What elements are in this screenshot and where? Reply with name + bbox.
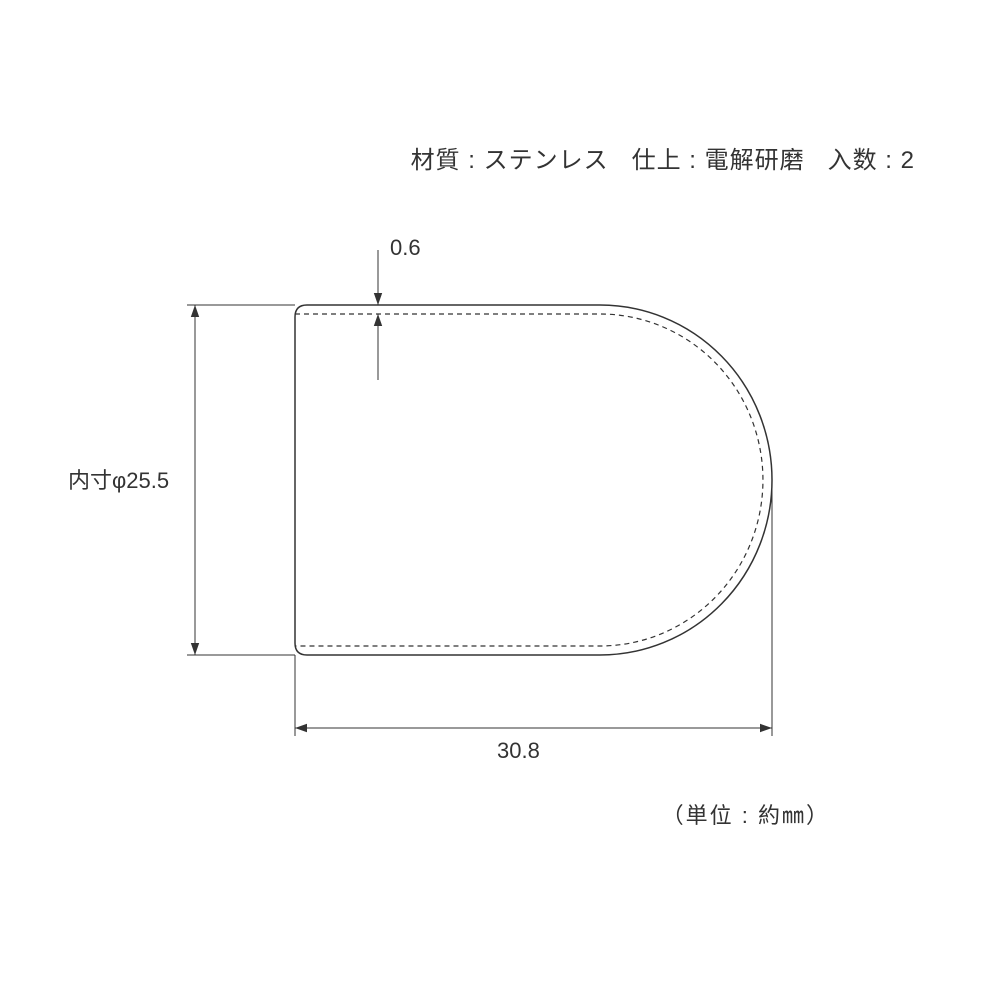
technical-drawing: 内寸φ25.5 30.8 0.6 — [0, 0, 1000, 1000]
unit-note: （単位 : 約㎜） — [662, 798, 830, 830]
inner-diameter-label: 内寸φ25.5 — [68, 468, 169, 493]
length-label: 30.8 — [497, 738, 540, 763]
part-outline — [295, 305, 772, 655]
thickness-label: 0.6 — [390, 235, 421, 260]
